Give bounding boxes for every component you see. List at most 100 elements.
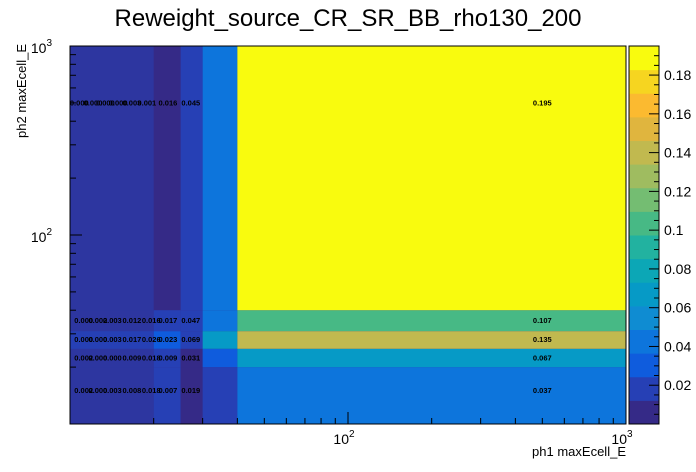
colorbar-swatch [629,258,659,283]
cell-value-label: 0.069 [181,335,200,344]
cell-value-label: 0.026 [142,335,161,344]
colorbar-axis: 0.02 0.04 0.06 0.08 0.1 0.12 0.14 0.16 0.18 [649,55,691,415]
cell-value-label: 0.012 [123,316,142,325]
colorbar-swatch [629,400,659,425]
heatmap-cell [180,310,203,332]
cell-value-label: 0.003 [103,316,122,325]
cell-value-label: 0.000 [109,98,128,107]
colorbar-swatch [629,235,659,260]
colorbar-tick-label: 0.16 [664,106,691,122]
colorbar-swatch [629,116,659,141]
colorbar-swatch [629,164,659,189]
cell-value-label: 0.023 [159,335,178,344]
cell-value-label: 0.000 [89,335,108,344]
colorbar-tick-label: 0.06 [664,300,691,316]
low-value-strip [70,46,154,424]
colorbar-swatch [629,282,659,307]
colorbar-tick-label: 0.08 [664,261,691,277]
colorbar-swatch [629,211,659,236]
cell-value-label: 0.031 [181,354,200,363]
cell-value-label: 0.000 [89,386,108,395]
colorbar-tick-label: 0.14 [664,145,691,161]
colorbar-tick-label: 0.02 [664,377,691,393]
y-tick-label: 103 [31,38,53,56]
cell-value-label: 0.019 [181,386,200,395]
colorbar-tick-label: 0.1 [664,222,684,238]
heatmap-cells [70,46,626,424]
cell-value-label: 0.003 [103,386,122,395]
y-tick-label: 102 [31,227,53,245]
cell-value-label: 0.000 [74,335,93,344]
heatmap-cell [237,46,626,311]
cell-value-label: 0.016 [142,316,161,325]
heatmap-cell [237,367,626,424]
heatmap-cell [237,331,626,349]
cell-value-label: 0.000 [103,354,122,363]
heatmap-cell [237,348,626,368]
colorbar-swatch [629,376,659,401]
cell-value-label: 0.135 [533,335,552,344]
heatmap-cell [202,46,238,311]
colorbar-tick-label: 0.12 [664,183,691,199]
colorbar-swatch [629,305,659,330]
colorbar-swatch [629,69,659,94]
cell-value-label: 0.067 [533,354,552,363]
heatmap-cell [153,331,181,349]
cell-value-label: 0.003 [123,98,142,107]
heatmap-cell [202,331,238,349]
heatmap-cell [153,367,181,424]
colorbar-swatch [629,329,659,354]
heatmap-cell [202,348,238,368]
heatmap-cell [180,331,203,349]
cell-value-label: 0.045 [181,98,200,107]
heatmap-cell [180,367,203,424]
y-tick-exponent: 2 [46,227,52,238]
cell-value-label: 0.000 [89,354,108,363]
heatmap-cell [180,348,203,368]
cell-value-label: 0.195 [533,98,552,107]
cell-value-label: 0.017 [123,335,142,344]
colorbar-tick-label: 0.04 [664,338,691,354]
x-tick-label: 102 [333,429,355,447]
heatmap-cell [180,46,203,311]
x-axis-title: ph1 maxEcell_E [532,444,626,459]
x-tick-exponent: 2 [349,429,355,440]
cell-value-label: 0.007 [159,386,178,395]
axis-ticks [70,54,614,424]
cell-value-label: 0.003 [103,335,122,344]
cell-value-label: 0.009 [159,354,178,363]
cell-value-label: 0.107 [533,316,552,325]
heatmap-cell [237,310,626,332]
cell-value-label: 0.009 [123,354,142,363]
heatmap-cell [202,367,238,424]
cell-value-label: 0.018 [142,386,161,395]
y-axis-title: ph2 maxEcell_E [14,44,29,138]
heatmap-cell [202,310,238,332]
cell-value-label: 0.002 [74,354,93,363]
cell-value-label: 0.008 [123,386,142,395]
cell-value-label: 0.017 [159,316,178,325]
chart-title: Reweight_source_CR_SR_BB_rho130_200 [115,5,582,32]
cell-value-label: 0.002 [89,316,108,325]
heatmap-cell [153,310,181,332]
cell-value-label: 0.037 [533,386,552,395]
y-tick-exponent: 3 [46,38,52,49]
colorbar-swatch [629,46,659,71]
cell-value-label: 0.018 [142,354,161,363]
colorbar-swatch [629,353,659,378]
cell-value-label: 0.001 [137,98,156,107]
cell-value-label: 0.016 [159,98,178,107]
cell-value-label: 0.000 [84,98,103,107]
colorbar-tick-label: 0.18 [664,67,691,83]
cell-value-label: 0.047 [181,316,200,325]
colorbar [628,45,660,425]
x-tick-exponent: 3 [627,429,633,440]
cell-value-label: 0.000 [74,316,93,325]
colorbar-frame [628,45,660,425]
cell-value-label: 0.000 [96,98,115,107]
heatmap-cell [153,348,181,368]
cell-value-label: 0.002 [74,386,93,395]
cell-value-label: 0.000 [70,98,89,107]
